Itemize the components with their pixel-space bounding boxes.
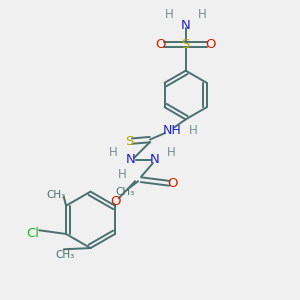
Text: S: S <box>125 135 134 148</box>
Text: N: N <box>126 153 136 166</box>
Text: CH₃: CH₃ <box>56 250 75 260</box>
Text: CH₃: CH₃ <box>47 190 66 200</box>
Text: H: H <box>165 8 174 21</box>
Text: H: H <box>189 124 197 137</box>
Text: H: H <box>198 8 206 21</box>
Text: O: O <box>167 177 178 190</box>
Text: N: N <box>181 19 190 32</box>
Text: NH: NH <box>163 124 182 137</box>
Text: O: O <box>206 38 216 51</box>
Text: H: H <box>117 168 126 181</box>
Text: Cl: Cl <box>26 227 39 240</box>
Text: O: O <box>111 195 121 208</box>
Text: S: S <box>182 38 190 51</box>
Text: H: H <box>110 146 118 160</box>
Text: N: N <box>150 153 159 166</box>
Text: CH₃: CH₃ <box>115 187 134 196</box>
Text: O: O <box>155 38 166 51</box>
Text: H: H <box>167 146 175 160</box>
